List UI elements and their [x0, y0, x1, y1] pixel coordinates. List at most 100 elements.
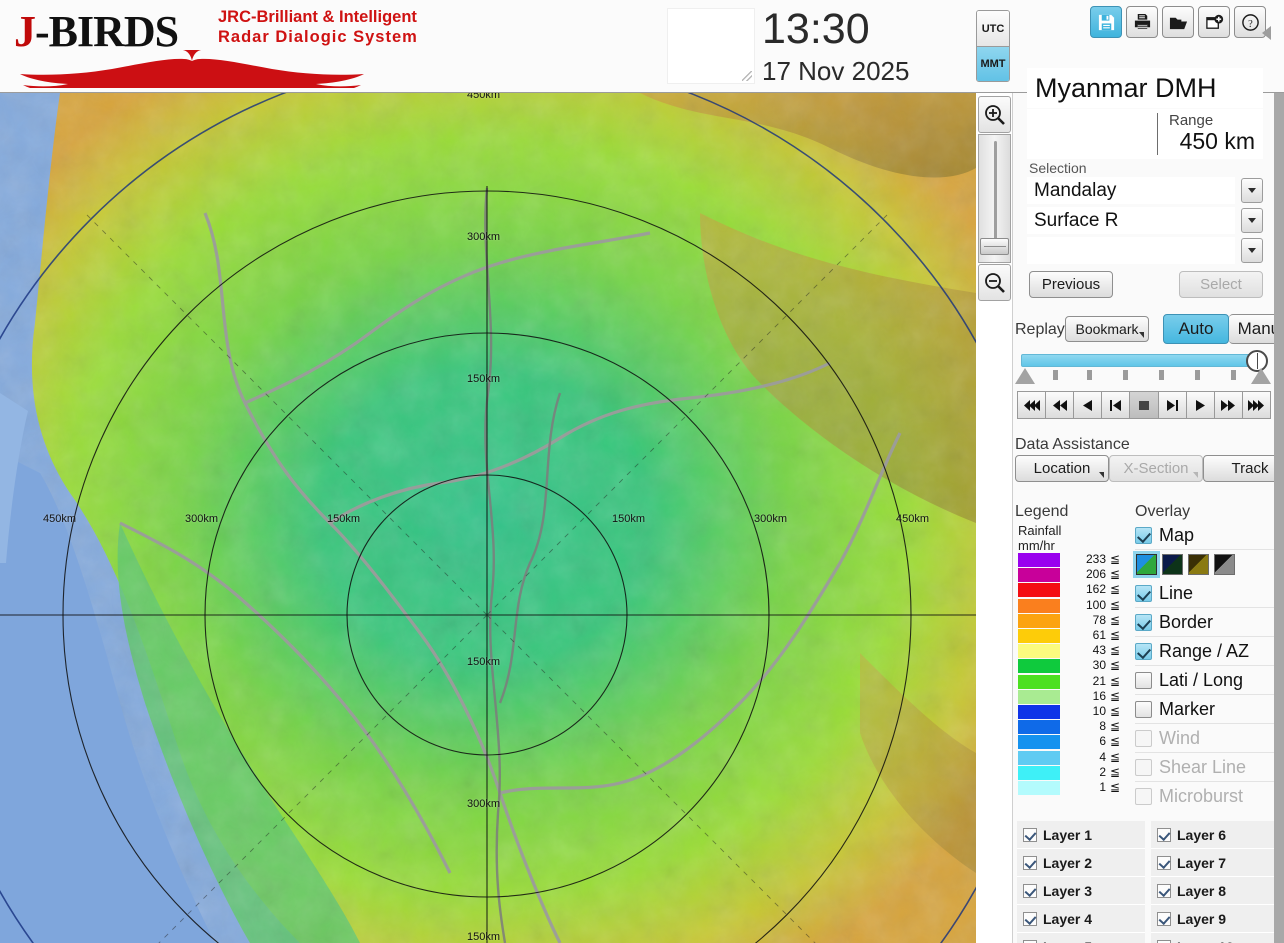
layer-row[interactable]: Layer 3	[1017, 877, 1145, 905]
layer-checkbox[interactable]	[1023, 855, 1037, 870]
layer-row[interactable]: Layer 4	[1017, 905, 1145, 933]
map-canvas	[0, 93, 976, 943]
overlay-label-lati-long: Lati / Long	[1159, 669, 1244, 690]
legend-color-swatch	[1018, 674, 1060, 689]
layer-row[interactable]: Layer 9	[1151, 905, 1279, 933]
selection-product-dropdown-button[interactable]	[1241, 208, 1263, 233]
selection-extra-row[interactable]	[1027, 237, 1263, 264]
layer-row[interactable]: Layer 2	[1017, 849, 1145, 877]
play-button[interactable]	[1186, 391, 1215, 419]
select-button[interactable]: Select	[1179, 271, 1263, 298]
selection-product-value[interactable]: Surface R	[1027, 207, 1235, 234]
scheme-dark-blue-swatch[interactable]	[1162, 553, 1183, 575]
range-label-north-300: 300km	[467, 231, 501, 243]
help-button[interactable]: ?	[1234, 6, 1266, 38]
overlay-label-range-az: Range / AZ	[1159, 640, 1250, 661]
checkbox-range-az[interactable]	[1135, 642, 1152, 660]
resize-grip-icon[interactable]	[742, 71, 752, 81]
x-section-button[interactable]: X-Section	[1109, 455, 1203, 482]
legend-value: 43	[1092, 643, 1106, 658]
layer-checkbox[interactable]	[1023, 883, 1037, 898]
location-button-label: Location	[1033, 460, 1091, 477]
previous-button[interactable]: Previous	[1029, 271, 1113, 298]
overlay-item-border[interactable]: Border	[1135, 608, 1275, 637]
layer-row[interactable]: Layer 6	[1151, 821, 1279, 849]
layer-checkbox[interactable]	[1023, 827, 1037, 842]
checkbox-line[interactable]	[1135, 584, 1152, 602]
bookmark-button[interactable]: Bookmark	[1065, 316, 1149, 342]
layer-row[interactable]: Layer 8	[1151, 877, 1279, 905]
timezone-utc-button[interactable]: UTC	[977, 11, 1009, 46]
panel-scrollbar[interactable]	[1274, 93, 1284, 943]
rewind-fast-button[interactable]	[1046, 391, 1075, 419]
map-zoom-control[interactable]	[978, 96, 1011, 301]
timezone-mmt-button[interactable]: MMT	[977, 46, 1009, 81]
skip-to-end-button[interactable]	[1242, 391, 1271, 419]
layer-row[interactable]: Layer 5	[1017, 933, 1145, 943]
stop-button[interactable]	[1130, 391, 1159, 419]
checkbox-wind	[1135, 729, 1152, 747]
selection-product-row[interactable]: Surface R	[1027, 207, 1263, 234]
timezone-toggle-group[interactable]: UTC MMT	[976, 10, 1010, 82]
legend-value: 206	[1085, 567, 1106, 582]
checkbox-marker[interactable]	[1135, 700, 1152, 718]
layer-checkbox[interactable]	[1023, 911, 1037, 926]
selection-extra-value[interactable]	[1027, 237, 1235, 264]
zoom-out-button[interactable]	[978, 264, 1011, 301]
legend-value: 61	[1092, 628, 1106, 642]
step-forward-button[interactable]	[1158, 391, 1187, 419]
layer-checkbox[interactable]	[1157, 939, 1171, 943]
legend-row: 78 ≦	[1018, 613, 1128, 629]
timeline-progress-bar[interactable]	[1021, 354, 1259, 367]
skip-to-start-button[interactable]	[1017, 391, 1047, 419]
overlay-item-map[interactable]: Map	[1135, 521, 1275, 550]
track-button[interactable]: Track	[1203, 455, 1284, 482]
checkbox-lati-long[interactable]	[1135, 671, 1152, 689]
overlay-item-range-az[interactable]: Range / AZ	[1135, 637, 1275, 666]
layer-label: Layer 10	[1177, 939, 1234, 943]
header-toolbar: ?	[1090, 6, 1266, 38]
print-button[interactable]	[1126, 6, 1158, 38]
layer-row[interactable]: Layer 7	[1151, 849, 1279, 877]
zoom-slider-track[interactable]	[978, 134, 1011, 263]
legend-row: 162 ≦	[1018, 582, 1128, 598]
location-button[interactable]: Location	[1015, 455, 1109, 482]
zoom-in-button[interactable]	[978, 96, 1011, 133]
range-label-east-150: 150km	[612, 513, 646, 525]
layer-checkbox[interactable]	[1157, 827, 1171, 842]
new-window-button[interactable]	[1198, 6, 1230, 38]
selection-site-value[interactable]: Mandalay	[1027, 177, 1235, 204]
layer-checkbox[interactable]	[1157, 883, 1171, 898]
selection-site-dropdown-button[interactable]	[1241, 178, 1263, 203]
open-file-button[interactable]	[1162, 6, 1194, 38]
forward-fast-button[interactable]	[1214, 391, 1243, 419]
zoom-slider-handle[interactable]	[980, 238, 1009, 255]
overlay-item-marker[interactable]: Marker	[1135, 695, 1275, 724]
layer-checkbox[interactable]	[1157, 911, 1171, 926]
layer-checkbox[interactable]	[1157, 855, 1171, 870]
replay-auto-button[interactable]: Auto	[1163, 314, 1229, 344]
selection-extra-dropdown-button[interactable]	[1241, 238, 1263, 263]
step-back-button[interactable]	[1102, 391, 1131, 419]
scheme-olive-swatch[interactable]	[1188, 553, 1209, 575]
scheme-gray-swatch[interactable]	[1214, 553, 1235, 575]
replay-timeline-slider[interactable]	[1013, 350, 1275, 384]
legend-comparator: ≦	[1110, 582, 1121, 597]
layer-row[interactable]: Layer 10	[1151, 933, 1279, 943]
selection-site-row[interactable]: Mandalay	[1027, 177, 1263, 204]
layer-checkbox[interactable]	[1023, 939, 1037, 943]
scheme-color-swatch[interactable]	[1133, 550, 1160, 578]
checkbox-map[interactable]	[1135, 526, 1152, 544]
play-reverse-button[interactable]	[1074, 391, 1103, 419]
step-left-icon	[1109, 399, 1121, 411]
overlay-item-lati-long[interactable]: Lati / Long	[1135, 666, 1275, 695]
radar-map-view[interactable]: 450km 300km 150km 150km 300km 150km 450k…	[0, 93, 976, 943]
overlay-label-map: Map	[1159, 524, 1195, 545]
data-assistance-label: Data Assistance	[1015, 436, 1130, 453]
overlay-item-line[interactable]: Line	[1135, 579, 1275, 608]
save-button[interactable]	[1090, 6, 1122, 38]
layer-row[interactable]: Layer 1	[1017, 821, 1145, 849]
panel-collapse-arrow-icon[interactable]	[1262, 26, 1271, 40]
checkbox-border[interactable]	[1135, 613, 1152, 631]
